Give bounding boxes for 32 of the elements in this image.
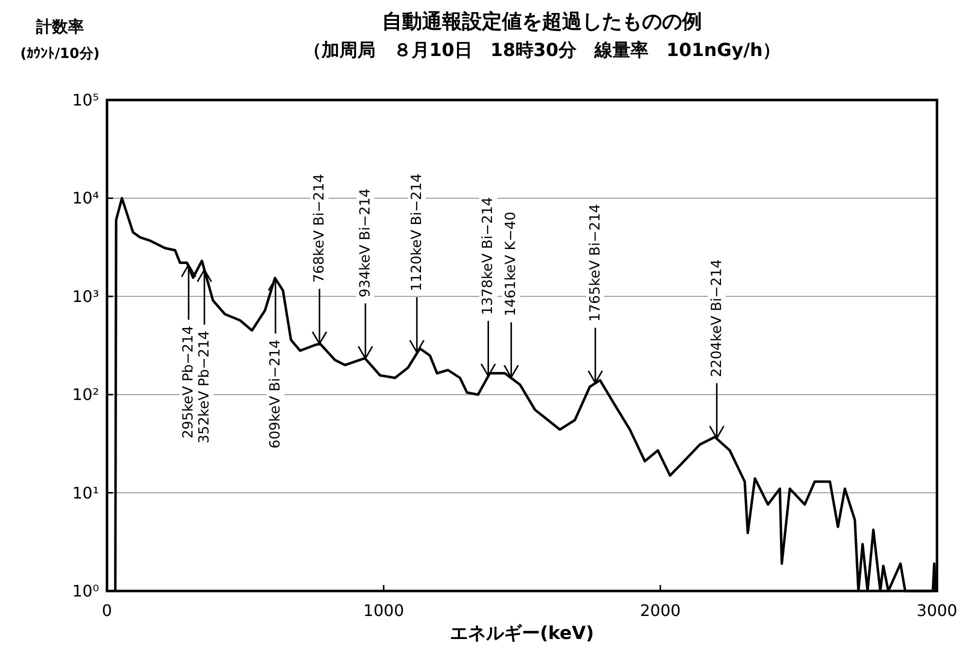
annotation: 1765keV Bi−214 xyxy=(586,202,604,384)
x-tick-label: 0 xyxy=(102,601,112,620)
annotation: 2204keV Bi−214 xyxy=(708,257,726,440)
annotation: 934keV Bi−214 xyxy=(357,188,374,298)
x-tick-label: 3000 xyxy=(916,601,958,620)
annotation: 295keV Pb−214 xyxy=(180,326,197,439)
x-tick-label: 2000 xyxy=(640,601,681,620)
chart-subtitle: （加周局 ８月10日 18時30分 線量率 101nGy/h） xyxy=(303,40,781,61)
annotation: 1461keV K−40 xyxy=(503,212,520,316)
y-tick-label: 10⁵ xyxy=(72,90,99,110)
y-tick-label: 10¹ xyxy=(72,483,99,502)
annotation: 934keV Bi−214 xyxy=(356,186,374,360)
chart-title: 自動通報設定値を超過したものの例 xyxy=(382,9,702,33)
annotation: 352keV Pb−214 xyxy=(196,330,212,444)
y-axis-title: 計数率 (ｶｳﾝﾄ/10分) xyxy=(20,17,100,62)
y-tick-label: 10² xyxy=(72,385,99,404)
annotation: 1378keV Bi−214 xyxy=(479,195,498,378)
y-tick-label: 10⁰ xyxy=(72,582,99,600)
annotation: 609keV Bi−214 xyxy=(267,339,284,448)
x-axis-title: エネルギー(keV) xyxy=(450,623,594,644)
annotation: 1461keV K−40 xyxy=(502,210,520,379)
annotation: 1120keV Bi−214 xyxy=(408,173,425,292)
y-tick-label: 10⁴ xyxy=(72,188,99,208)
annotation: 2204keV Bi−214 xyxy=(708,259,725,378)
annotation: 1765keV Bi−214 xyxy=(587,204,604,322)
annotation: 768keV Bi−214 xyxy=(310,172,328,346)
y-tick-label: 10³ xyxy=(72,286,99,306)
annotation: 1120keV Bi−214 xyxy=(408,171,426,354)
annotation: 1378keV Bi−214 xyxy=(480,196,496,315)
annotation: 352keV Pb−214 xyxy=(195,268,214,446)
annotation: 768keV Bi−214 xyxy=(311,174,328,283)
x-tick-label: 1000 xyxy=(363,601,404,620)
